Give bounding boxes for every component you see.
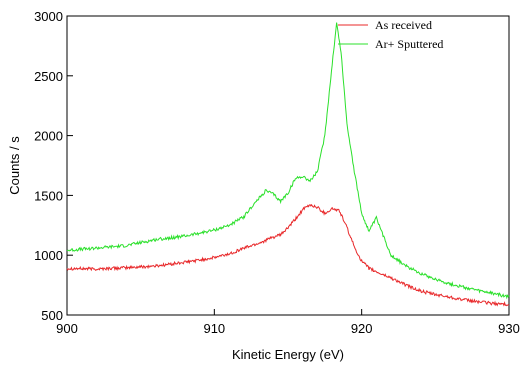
x-axis-title: Kinetic Energy (eV)	[232, 347, 344, 362]
y-tick-label: 2500	[34, 69, 63, 84]
y-axis-title: Counts / s	[7, 136, 22, 195]
legend-label-as-received: As received	[375, 18, 432, 32]
x-tick-label: 910	[203, 321, 225, 336]
y-tick-label: 1000	[34, 248, 63, 263]
x-tick-label: 930	[498, 321, 520, 336]
plot-frame	[66, 15, 510, 316]
x-tick-label: 900	[56, 321, 78, 336]
y-tick-label: 2000	[34, 129, 63, 144]
y-axis: 500 1000 1500 2000 2500 3000	[34, 9, 73, 323]
series-line-as-received	[66, 203, 510, 307]
legend: As received Ar+ Sputtered	[338, 18, 443, 51]
legend-label-ar-sputtered: Ar+ Sputtered	[375, 37, 443, 51]
y-tick-label: 500	[41, 308, 63, 323]
plot-border	[66, 15, 510, 316]
x-tick-label: 920	[351, 321, 373, 336]
series-group	[66, 22, 510, 307]
series-line-ar-sputtered	[66, 22, 510, 300]
x-axis: 900 910 920 930	[56, 309, 520, 336]
y-tick-label: 1500	[34, 188, 63, 203]
y-tick-label: 3000	[34, 9, 63, 24]
